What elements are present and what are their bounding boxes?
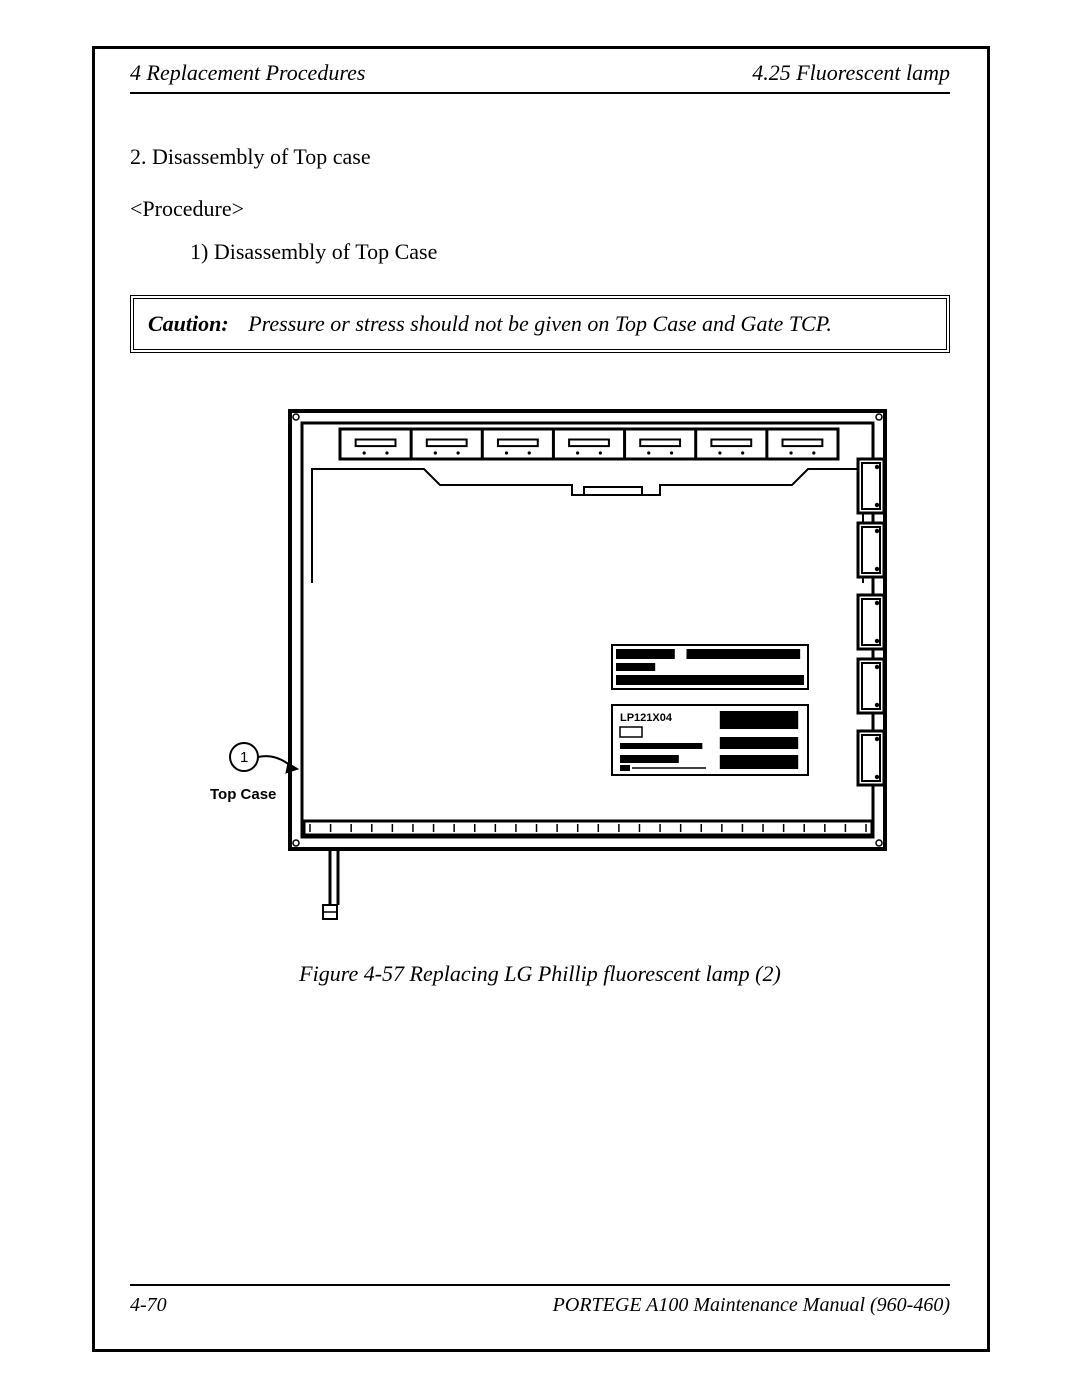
header-left: 4 Replacement Procedures bbox=[130, 60, 365, 86]
caution-text: Pressure or stress should not be given o… bbox=[248, 311, 832, 336]
header-right: 4.25 Fluorescent lamp bbox=[752, 60, 950, 86]
running-header: 4 Replacement Procedures 4.25 Fluorescen… bbox=[130, 60, 950, 94]
figure-diagram: LP121X04 1 Top Case bbox=[180, 393, 900, 933]
substep-1: 1) Disassembly of Top Case bbox=[130, 237, 950, 267]
callout-number: 1 bbox=[240, 749, 248, 766]
svg-text:LP121X04: LP121X04 bbox=[620, 712, 673, 724]
figure-caption: Figure 4-57 Replacing LG Phillip fluores… bbox=[130, 959, 950, 989]
footer-page-number: 4-70 bbox=[130, 1294, 167, 1317]
caution-box: Caution: Pressure or stress should not b… bbox=[130, 295, 950, 353]
step-title: 2. Disassembly of Top case bbox=[130, 142, 950, 172]
procedure-label: <Procedure> bbox=[130, 194, 950, 224]
caution-label: Caution: bbox=[148, 311, 229, 336]
running-footer: 4-70 PORTEGE A100 Maintenance Manual (96… bbox=[130, 1284, 950, 1317]
figure-container: LP121X04 1 Top Case bbox=[130, 393, 950, 933]
callout-label: Top Case bbox=[210, 786, 276, 803]
footer-manual-title: PORTEGE A100 Maintenance Manual (960-460… bbox=[553, 1294, 950, 1317]
page-content: 4 Replacement Procedures 4.25 Fluorescen… bbox=[130, 60, 950, 988]
body-text: 2. Disassembly of Top case <Procedure> 1… bbox=[130, 94, 950, 988]
